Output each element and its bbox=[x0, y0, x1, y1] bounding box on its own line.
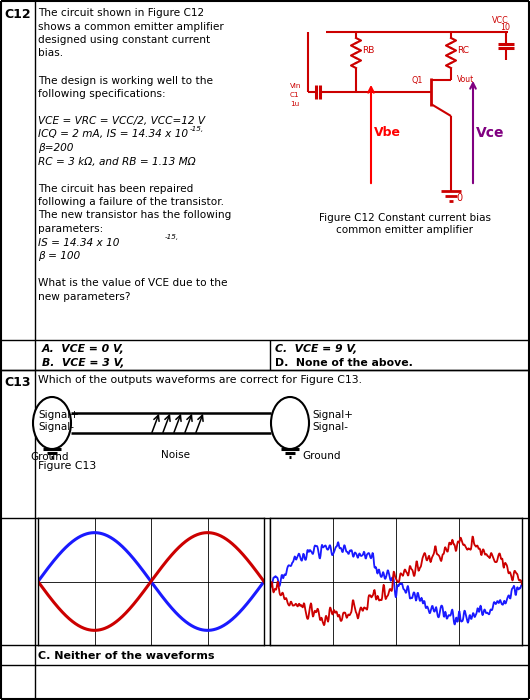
Text: C. Neither of the waveforms: C. Neither of the waveforms bbox=[38, 651, 215, 661]
Text: Signal+: Signal+ bbox=[38, 410, 79, 420]
Text: C12: C12 bbox=[4, 8, 31, 21]
Text: RC: RC bbox=[457, 46, 469, 55]
Text: B.  VCE = 3 V,: B. VCE = 3 V, bbox=[42, 358, 125, 368]
Text: designed using constant current: designed using constant current bbox=[38, 35, 210, 45]
Text: shows a common emitter amplifier: shows a common emitter amplifier bbox=[38, 22, 224, 32]
Text: Signal-: Signal- bbox=[38, 422, 74, 432]
Text: Vin: Vin bbox=[290, 83, 302, 89]
Text: The circuit has been repaired: The circuit has been repaired bbox=[38, 183, 193, 193]
Text: The circuit shown in Figure C12: The circuit shown in Figure C12 bbox=[38, 8, 204, 18]
Text: -15,: -15, bbox=[165, 234, 179, 240]
Text: Ground: Ground bbox=[30, 452, 68, 462]
Text: Vbe: Vbe bbox=[374, 126, 401, 139]
Text: ICQ = 2 mA, IS = 14.34 x 10: ICQ = 2 mA, IS = 14.34 x 10 bbox=[38, 130, 188, 139]
Text: Vout: Vout bbox=[457, 75, 474, 84]
Text: IS = 14.34 x 10: IS = 14.34 x 10 bbox=[38, 237, 119, 248]
Text: C13: C13 bbox=[4, 376, 31, 389]
Text: Signal+: Signal+ bbox=[312, 410, 353, 420]
Text: A.  VCE = 0 V,: A. VCE = 0 V, bbox=[42, 344, 125, 354]
Text: 10: 10 bbox=[500, 23, 510, 32]
Text: Q1: Q1 bbox=[411, 76, 422, 85]
Text: C1: C1 bbox=[290, 92, 299, 98]
Text: What is the value of VCE due to the: What is the value of VCE due to the bbox=[38, 278, 227, 288]
Text: VCE = VRC = VCC/2, VCC=12 V: VCE = VRC = VCC/2, VCC=12 V bbox=[38, 116, 205, 126]
Text: new parameters?: new parameters? bbox=[38, 291, 130, 302]
Ellipse shape bbox=[271, 397, 309, 449]
Text: RB: RB bbox=[362, 46, 374, 55]
Text: Signal-: Signal- bbox=[312, 422, 348, 432]
Text: following a failure of the transistor.: following a failure of the transistor. bbox=[38, 197, 224, 207]
Text: -15,: -15, bbox=[190, 126, 204, 132]
Text: B.: B. bbox=[273, 637, 286, 647]
Text: Vce: Vce bbox=[476, 126, 505, 140]
Text: following specifications:: following specifications: bbox=[38, 89, 165, 99]
Ellipse shape bbox=[33, 397, 71, 449]
Text: RC = 3 kΩ, and RB = 1.13 MΩ: RC = 3 kΩ, and RB = 1.13 MΩ bbox=[38, 157, 196, 167]
Text: β = 100: β = 100 bbox=[38, 251, 80, 261]
Text: β=200: β=200 bbox=[38, 143, 73, 153]
Text: bias.: bias. bbox=[38, 48, 63, 59]
Text: C.  VCE = 9 V,: C. VCE = 9 V, bbox=[275, 344, 357, 354]
Text: Noise: Noise bbox=[161, 450, 190, 460]
Text: VCC: VCC bbox=[492, 16, 509, 25]
Text: D.  None of the above.: D. None of the above. bbox=[275, 358, 413, 368]
Text: A.: A. bbox=[42, 637, 55, 647]
Text: Figure C12 Constant current bias
common emitter amplifier: Figure C12 Constant current bias common … bbox=[319, 213, 491, 234]
Text: Which of the outputs waveforms are correct for Figure C13.: Which of the outputs waveforms are corre… bbox=[38, 375, 362, 385]
Text: 1u: 1u bbox=[290, 101, 299, 107]
Text: The design is working well to the: The design is working well to the bbox=[38, 76, 213, 85]
Text: parameters:: parameters: bbox=[38, 224, 103, 234]
Text: Ground: Ground bbox=[302, 451, 340, 461]
Text: 0: 0 bbox=[456, 193, 462, 203]
Text: Figure C13: Figure C13 bbox=[38, 461, 96, 471]
Text: The new transistor has the following: The new transistor has the following bbox=[38, 211, 232, 220]
